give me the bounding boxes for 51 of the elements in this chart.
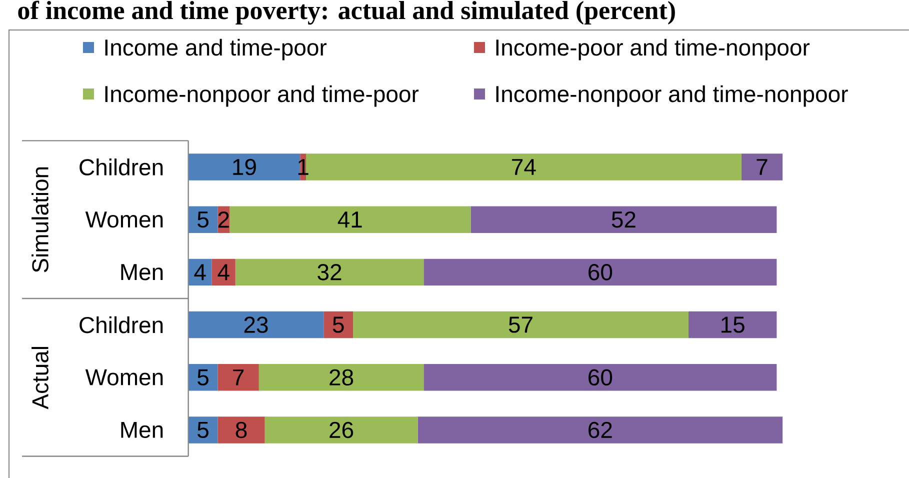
bar [230,206,471,233]
chart-title: of income and time poverty: actual and simulated (percent) [18,0,675,25]
bar [470,206,777,233]
data-label: 5 [198,369,208,386]
bar [218,364,259,391]
bar [424,258,777,286]
data-label: 28 [330,369,354,386]
y-tick-label: Women [85,369,163,386]
data-label: 5 [198,212,208,228]
data-label: 26 [330,422,354,438]
bar [188,311,324,338]
bar [264,416,418,444]
legend-label: Income-nonpoor and time-poor [105,85,419,107]
data-label: 60 [588,369,612,386]
data-label: 19 [233,158,256,176]
bar [741,154,783,180]
data-label: 5 [332,316,344,333]
legend-label: Income and time-poor [105,38,326,60]
data-label: 15 [722,316,744,333]
bar [324,311,354,338]
data-label: 74 [512,159,536,175]
y-tick-label: Children [80,316,163,334]
bar [218,416,265,444]
bar [235,258,424,286]
legend-label: Income-nonpoor and time-nonpoor [496,85,848,107]
data-label: 4 [194,264,206,280]
data-label: 60 [588,264,612,280]
text: Actual [32,346,48,410]
data-label: 7 [756,159,768,175]
bar [424,364,777,391]
bar [353,311,688,338]
data-label: 2 [218,212,229,228]
data-label: 8 [236,422,247,438]
data-label: 23 [244,316,268,333]
data-label: 57 [508,316,532,333]
y-tick-label: Children [80,158,163,176]
data-label: 62 [588,422,612,438]
data-label: 41 [338,212,362,228]
y-tick-label: Men [121,264,163,280]
bar [688,311,777,338]
data-label: 5 [198,422,208,438]
bar [418,416,783,444]
y-tick-label: Men [121,422,163,438]
text: Simulation [32,167,48,272]
data-label: 7 [233,369,244,386]
legend-label: Income-poor and time-nonpoor [496,38,810,60]
data-label: 4 [218,264,230,280]
data-label: 52 [612,211,636,228]
bar [258,364,424,391]
data-label: 32 [318,264,342,280]
y-tick-label: Women [85,212,163,228]
